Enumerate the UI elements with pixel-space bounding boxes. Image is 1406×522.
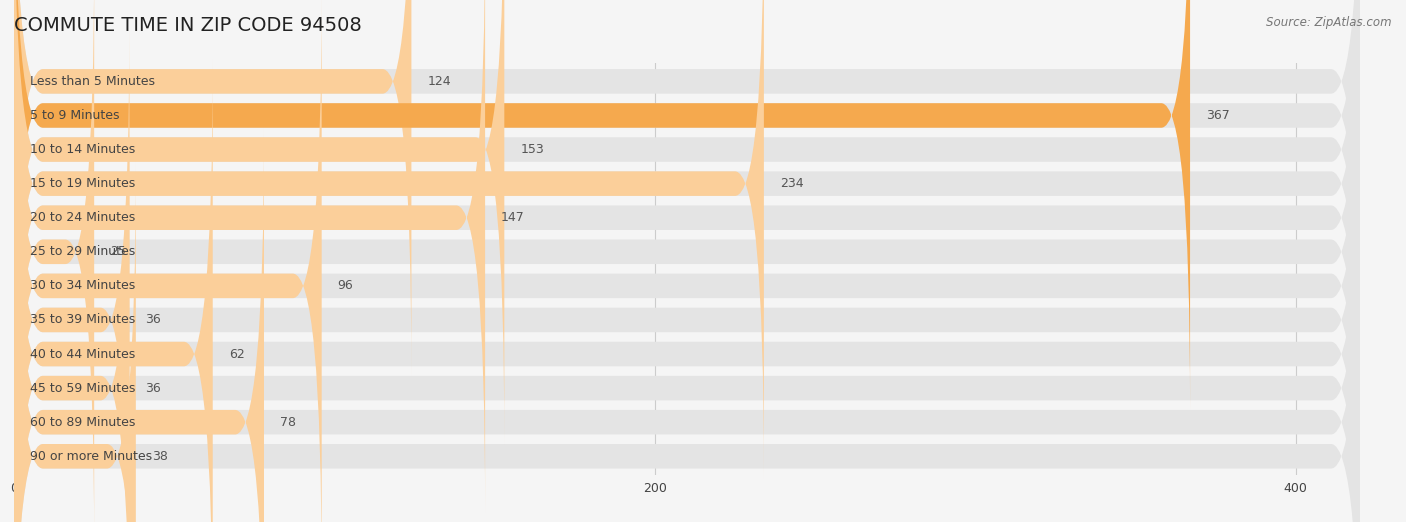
FancyBboxPatch shape: [14, 0, 485, 512]
Text: 25 to 29 Minutes: 25 to 29 Minutes: [30, 245, 135, 258]
FancyBboxPatch shape: [14, 0, 1360, 522]
Text: 234: 234: [780, 177, 804, 190]
Text: 96: 96: [337, 279, 353, 292]
Text: 45 to 59 Minutes: 45 to 59 Minutes: [30, 382, 135, 395]
FancyBboxPatch shape: [14, 0, 763, 478]
Text: 36: 36: [145, 382, 162, 395]
FancyBboxPatch shape: [14, 26, 1360, 522]
Text: 367: 367: [1206, 109, 1230, 122]
FancyBboxPatch shape: [14, 0, 505, 444]
FancyBboxPatch shape: [14, 93, 1360, 522]
Text: 35 to 39 Minutes: 35 to 39 Minutes: [30, 313, 135, 326]
FancyBboxPatch shape: [14, 0, 1189, 410]
Text: 10 to 14 Minutes: 10 to 14 Minutes: [30, 143, 135, 156]
FancyBboxPatch shape: [14, 93, 129, 522]
Text: 147: 147: [501, 211, 524, 224]
FancyBboxPatch shape: [14, 0, 1360, 512]
FancyBboxPatch shape: [14, 60, 212, 522]
FancyBboxPatch shape: [14, 0, 94, 522]
Text: 20 to 24 Minutes: 20 to 24 Minutes: [30, 211, 135, 224]
Text: 124: 124: [427, 75, 451, 88]
FancyBboxPatch shape: [14, 0, 1360, 444]
FancyBboxPatch shape: [14, 162, 1360, 522]
FancyBboxPatch shape: [14, 60, 1360, 522]
FancyBboxPatch shape: [14, 128, 264, 522]
Text: 25: 25: [110, 245, 127, 258]
Text: Less than 5 Minutes: Less than 5 Minutes: [30, 75, 155, 88]
Text: COMMUTE TIME IN ZIP CODE 94508: COMMUTE TIME IN ZIP CODE 94508: [14, 16, 361, 34]
Text: 38: 38: [152, 450, 167, 463]
FancyBboxPatch shape: [14, 0, 1360, 410]
Text: 36: 36: [145, 313, 162, 326]
Text: 30 to 34 Minutes: 30 to 34 Minutes: [30, 279, 135, 292]
Text: 40 to 44 Minutes: 40 to 44 Minutes: [30, 348, 135, 361]
FancyBboxPatch shape: [14, 128, 1360, 522]
Text: 5 to 9 Minutes: 5 to 9 Minutes: [30, 109, 120, 122]
Text: 90 or more Minutes: 90 or more Minutes: [30, 450, 152, 463]
FancyBboxPatch shape: [14, 0, 1360, 376]
Text: 153: 153: [520, 143, 544, 156]
FancyBboxPatch shape: [14, 0, 412, 376]
FancyBboxPatch shape: [14, 162, 136, 522]
Text: 78: 78: [280, 416, 297, 429]
FancyBboxPatch shape: [14, 26, 129, 522]
FancyBboxPatch shape: [14, 0, 322, 522]
Text: 62: 62: [229, 348, 245, 361]
Text: 15 to 19 Minutes: 15 to 19 Minutes: [30, 177, 135, 190]
FancyBboxPatch shape: [14, 0, 1360, 478]
FancyBboxPatch shape: [14, 0, 1360, 522]
Text: 60 to 89 Minutes: 60 to 89 Minutes: [30, 416, 135, 429]
Text: Source: ZipAtlas.com: Source: ZipAtlas.com: [1267, 16, 1392, 29]
